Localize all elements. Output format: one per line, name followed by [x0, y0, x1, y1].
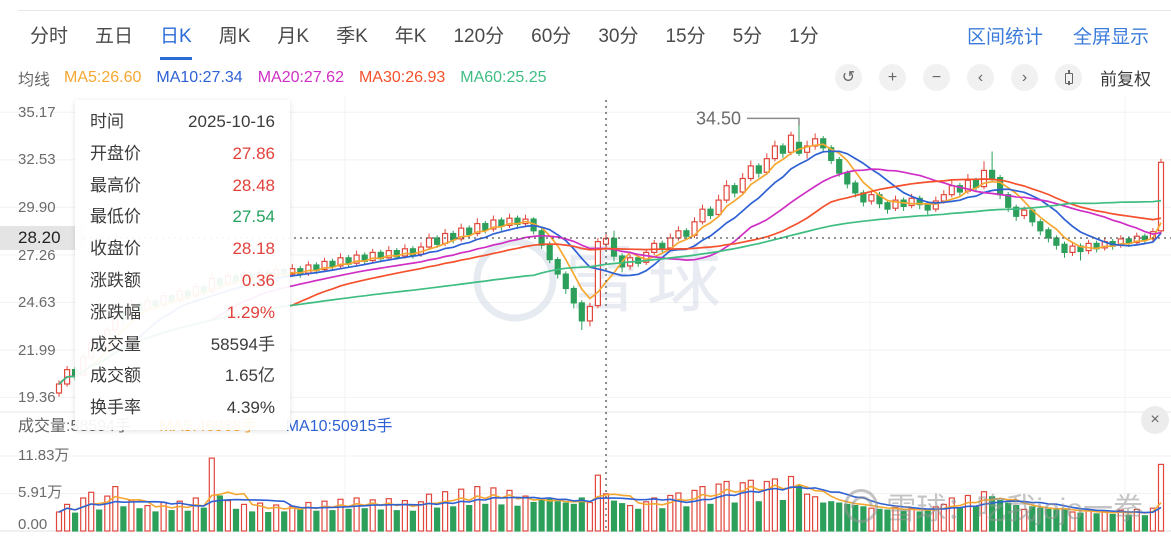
y-axis-label: 29.90 — [18, 199, 56, 216]
candlestick-icon[interactable] — [1055, 64, 1082, 91]
tooltip-row: 换手率 4.39% — [75, 392, 290, 424]
y-axis-label: 24.63 — [18, 294, 56, 311]
tooltip-label: 收盘价 — [90, 239, 141, 259]
tooltip-label: 开盘价 — [90, 143, 141, 163]
tab-yearly-k[interactable]: 年K — [394, 25, 427, 47]
tab-30min[interactable]: 30分 — [598, 25, 639, 47]
tab-120min[interactable]: 120分 — [453, 25, 505, 47]
tooltip-label: 最高价 — [90, 175, 141, 195]
ma-legend-title: 均线 — [18, 71, 51, 89]
tooltip-label: 换手率 — [90, 398, 141, 418]
tooltip-value: 0.36 — [241, 270, 275, 290]
tooltip-row: 成交额 1.65亿 — [75, 360, 290, 392]
y-axis-label: 21.99 — [18, 342, 56, 359]
volume-axis-label: 11.83万 — [18, 447, 70, 464]
y-axis-label: 19.36 — [18, 389, 56, 406]
volume-axis-label: 5.91万 — [18, 484, 63, 501]
tooltip-value: 58594手 — [210, 334, 275, 354]
tooltip-value: 1.29% — [226, 302, 275, 322]
tab-minute[interactable]: 分时 — [30, 25, 69, 47]
tooltip-value: 4.39% — [226, 398, 275, 418]
tab-5min[interactable]: 5分 — [732, 25, 763, 47]
y-axis-label: 35.17 — [18, 104, 56, 121]
svg-text:34.50: 34.50 — [696, 108, 741, 128]
tab-15min[interactable]: 15分 — [665, 25, 706, 47]
current-price-badge: 28.20 — [0, 226, 84, 250]
tooltip-label: 最低价 — [90, 207, 141, 227]
tooltip-label: 成交量 — [90, 334, 141, 354]
y-axis-label: 32.53 — [18, 151, 56, 168]
tab-5day[interactable]: 五日 — [95, 25, 134, 47]
tooltip-row: 涨跌幅 1.29% — [75, 297, 290, 329]
tooltip-label: 成交额 — [90, 366, 141, 386]
tooltip-row: 涨跌额 0.36 — [75, 265, 290, 297]
header-divider — [18, 10, 1171, 11]
tab-weekly-k[interactable]: 周K — [218, 25, 251, 47]
zoom-in-icon[interactable]: + — [879, 64, 906, 91]
tab-quarterly-k[interactable]: 季K — [336, 25, 368, 47]
fullscreen-link[interactable]: 全屏显示 — [1072, 27, 1149, 48]
tab-daily-k[interactable]: 日K — [160, 12, 192, 60]
volume-axis-label: 0.00 — [18, 516, 48, 533]
tab-60min[interactable]: 60分 — [531, 25, 572, 47]
tooltip-row: 最低价 27.54 — [75, 201, 290, 233]
ma20-legend: MA20:27.62 — [257, 68, 344, 86]
tooltip-value: 2025-10-16 — [188, 112, 275, 131]
tab-1min[interactable]: 1分 — [789, 25, 819, 47]
zoom-out-icon[interactable]: − — [923, 64, 950, 91]
tooltip-value: 27.54 — [232, 207, 275, 227]
range-stats-link[interactable]: 区间统计 — [966, 27, 1043, 48]
tooltip-label: 涨跌幅 — [90, 302, 141, 322]
candle-tooltip: 时间 2025-10-16 开盘价 27.86 最高价 28.48 最低价 27.54 … — [75, 100, 290, 430]
tooltip-row: 时间 2025-10-16 — [75, 106, 290, 138]
tooltip-label: 涨跌额 — [90, 270, 141, 290]
prev-icon[interactable]: ‹ — [967, 64, 994, 91]
next-icon[interactable]: › — [1011, 64, 1038, 91]
tooltip-row: 最高价 28.48 — [75, 170, 290, 202]
tooltip-label: 时间 — [90, 112, 124, 131]
tooltip-value: 27.86 — [232, 143, 275, 163]
y-axis-label: 27.26 — [18, 247, 56, 264]
tooltip-value: 28.48 — [232, 175, 275, 195]
tooltip-row: 开盘价 27.86 — [75, 138, 290, 170]
ma10-legend: MA10:27.34 — [156, 68, 243, 86]
close-volume-pane-button[interactable]: × — [1141, 406, 1169, 434]
tooltip-row: 成交量 58594手 — [75, 329, 290, 361]
tabbar-right: 区间统计 全屏显示 — [937, 22, 1171, 49]
tab-monthly-k[interactable]: 月K — [277, 25, 310, 47]
volume-ma10-legend: MA10:50915手 — [285, 418, 393, 435]
period-tabs: 分时 五日 日K 周K 月K 季K 年K 120分 60分 30分 15分 5分… — [0, 12, 846, 60]
adjust-mode-button[interactable]: 前复权 — [1100, 70, 1151, 89]
ma-legend-row: 均线 MA5:26.60 MA10:27.34 MA20:27.62 MA30:… — [0, 60, 1171, 95]
undo-icon[interactable]: ↺ — [835, 64, 862, 91]
period-tabbar: 分时 五日 日K 周K 月K 季K 年K 120分 60分 30分 15分 5分… — [0, 11, 1171, 60]
ma5-legend: MA5:26.60 — [64, 68, 142, 86]
tooltip-value: 28.18 — [232, 239, 275, 259]
ma30-legend: MA30:26.93 — [358, 68, 446, 86]
tooltip-value: 1.65亿 — [224, 366, 275, 386]
chart-toolbar: ↺ + − ‹ › 前复权 — [818, 64, 1171, 91]
tooltip-row: 收盘价 28.18 — [75, 233, 290, 265]
ma60-legend: MA60:25.25 — [460, 68, 547, 86]
